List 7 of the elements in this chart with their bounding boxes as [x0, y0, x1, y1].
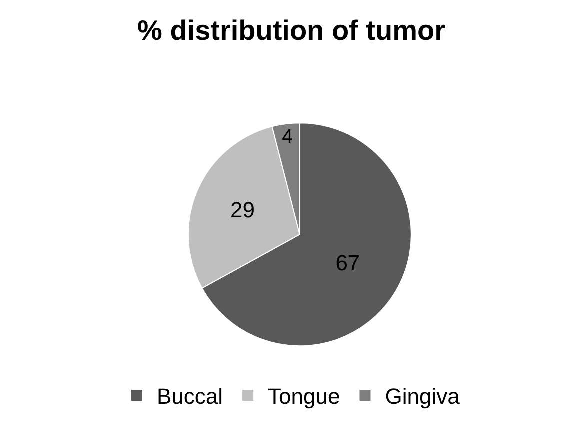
data-label: 67 [336, 250, 360, 276]
chart-title: % distribution of tumor [138, 15, 446, 46]
legend-label: Gingiva [385, 384, 461, 410]
legend-label: Buccal [157, 384, 224, 410]
data-label: 4 [282, 126, 294, 148]
legend-label: Tongue [268, 384, 340, 410]
data-label: 29 [230, 197, 256, 222]
